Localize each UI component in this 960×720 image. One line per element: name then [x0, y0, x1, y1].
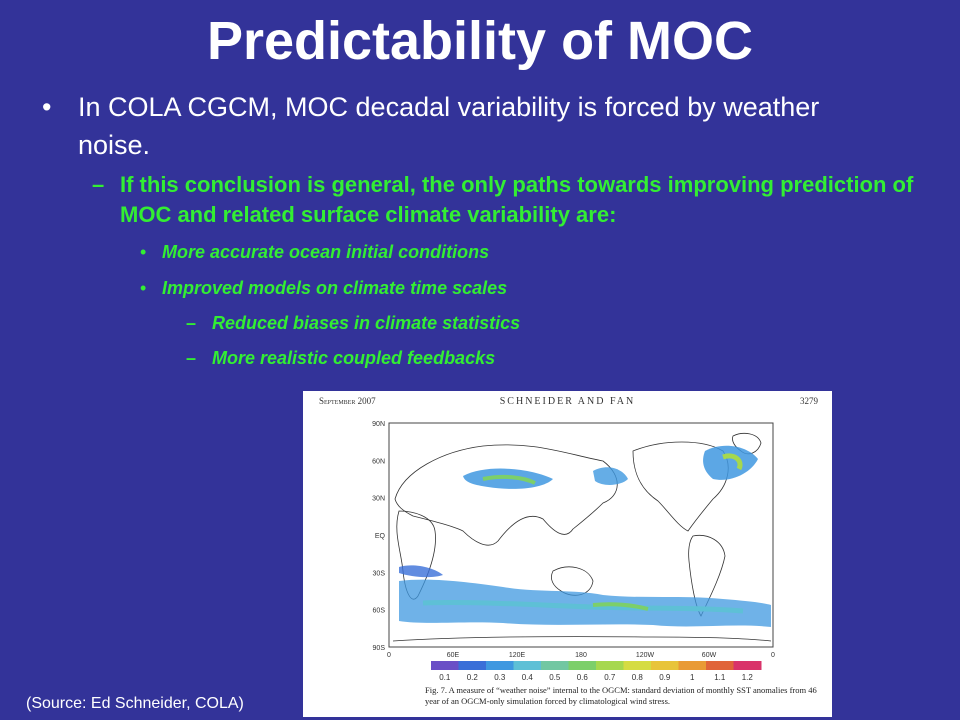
gulf-of-alaska-patch	[593, 467, 628, 485]
colorbar-label: 1.1	[714, 673, 726, 682]
noise-patches	[399, 445, 771, 627]
colorbar-label: 0.2	[467, 673, 479, 682]
lat-tick-label: 60N	[372, 458, 385, 465]
colorbar-label: 1	[690, 673, 695, 682]
colorbar-label: 0.7	[604, 673, 616, 682]
colorbar-swatch	[596, 661, 624, 670]
colorbar-label: 0.5	[549, 673, 561, 682]
figure-header-date: September 2007	[319, 396, 376, 406]
lon-tick-label: 120W	[636, 652, 655, 659]
slide-title: Predictability of MOC	[206, 11, 754, 71]
sub-item-marker: –	[186, 348, 197, 368]
lat-tick-label: 30S	[373, 570, 386, 577]
figure-header-page: 3279	[800, 396, 818, 406]
north-atlantic-core	[722, 453, 743, 471]
source-note: (Source: Ed Schneider, COLA)	[26, 695, 244, 712]
southern-ocean-band	[399, 579, 771, 627]
sub-item-biases: Reduced biases in climate statistics	[212, 313, 521, 333]
greenland-coast	[732, 432, 762, 455]
colorbar-label: 0.6	[577, 673, 589, 682]
lon-axis: 0 60E 120E 180 120W 60W 0	[387, 652, 775, 659]
bullet-marker: •	[42, 92, 52, 122]
sub-item-feedbacks: More realistic coupled feedbacks	[212, 348, 496, 368]
lon-tick-label: 180	[575, 652, 587, 659]
colorbar: 0.1 0.2 0.3 0.4 0.5 0.6 0.7 0.8 0.9 1 1.1 1.2	[431, 661, 762, 682]
figure-caption: Fig. 7. A measure of “weather noise” int…	[425, 685, 817, 706]
southern-ocean-peak	[592, 602, 649, 611]
lat-tick-label: 90S	[373, 645, 386, 652]
south-atlantic-patch	[399, 565, 443, 578]
colorbar-swatch	[513, 661, 542, 670]
lat-tick-label: 60S	[373, 608, 386, 615]
colorbar-swatch	[706, 661, 734, 670]
colorbar-swatch	[623, 661, 652, 670]
north-pacific-core	[482, 474, 536, 485]
bullet-weather-noise: In COLA CGCM, MOC decadal variability is…	[78, 92, 820, 160]
lat-tick-label: EQ	[375, 533, 386, 540]
item-improved-models: Improved models on climate time scales	[162, 278, 508, 298]
lon-tick-label: 0	[387, 652, 391, 659]
colorbar-swatch	[651, 661, 679, 670]
lat-tick-label: 30N	[372, 496, 385, 503]
bullet-list: • In COLA CGCM, MOC decadal variability …	[42, 92, 914, 368]
colorbar-swatch	[458, 661, 487, 670]
sub-bullet-marker: –	[92, 172, 105, 197]
colorbar-label: 0.1	[439, 673, 451, 682]
lon-tick-label: 60E	[447, 652, 460, 659]
lat-axis: 90N 60N 30N EQ 30S 60S 90S	[372, 421, 385, 652]
antarctica-coast	[392, 636, 772, 642]
north-atlantic-patch	[703, 445, 758, 480]
lon-tick-label: 120E	[509, 652, 526, 659]
item-marker: •	[140, 278, 147, 298]
colorbar-swatch	[486, 661, 514, 670]
sst-noise-figure: September 2007 SCHNEIDER AND FAN 3279 90…	[303, 391, 832, 717]
lat-tick-label: 90N	[372, 421, 385, 428]
colorbar-swatch	[733, 661, 762, 670]
sub-item-marker: –	[186, 313, 197, 333]
colorbar-label: 0.8	[632, 673, 644, 682]
lon-tick-label: 0	[771, 652, 775, 659]
eurasia-coast	[394, 444, 618, 546]
colorbar-label: 0.3	[494, 673, 506, 682]
lon-tick-label: 60W	[702, 652, 717, 659]
colorbar-label: 1.2	[742, 673, 754, 682]
sub-bullet-paths: If this conclusion is general, the only …	[120, 172, 914, 227]
colorbar-label: 0.4	[522, 673, 534, 682]
southern-ocean-core	[422, 599, 744, 614]
colorbar-swatch	[678, 661, 707, 670]
figure-header-authors: SCHNEIDER AND FAN	[499, 396, 636, 407]
colorbar-label: 0.9	[659, 673, 671, 682]
colorbar-swatch	[431, 661, 459, 670]
item-marker: •	[140, 242, 147, 262]
colorbar-swatch	[568, 661, 597, 670]
item-initial-conditions: More accurate ocean initial conditions	[162, 242, 490, 262]
colorbar-swatch	[541, 661, 569, 670]
north-america-coast	[632, 441, 729, 532]
